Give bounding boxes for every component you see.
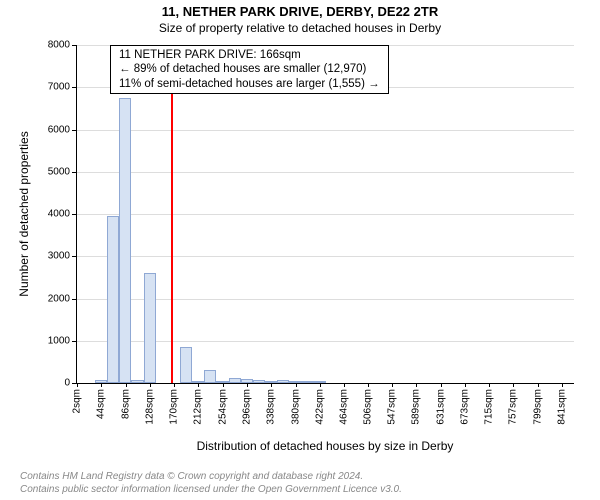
xtick-label: 547sqm: [387, 389, 398, 425]
xtick-label: 589sqm: [411, 389, 422, 425]
xtick-label: 422sqm: [314, 389, 325, 425]
gridline: [76, 130, 574, 131]
ytick-label: 4000: [48, 209, 76, 220]
histogram-bar: [119, 98, 131, 383]
ytick-label: 1000: [48, 335, 76, 346]
ytick-label: 7000: [48, 82, 76, 93]
xtick-label: 212sqm: [193, 389, 204, 425]
footer-line-2: Contains public sector information licen…: [20, 484, 402, 497]
x-axis-label: Distribution of detached houses by size …: [197, 439, 454, 453]
plot: 0100020003000400050006000700080002sqm44s…: [76, 45, 574, 383]
xtick-label: 631sqm: [435, 389, 446, 425]
property-marker-line: [171, 45, 173, 383]
gridline: [76, 172, 574, 173]
chart-subtitle: Size of property relative to detached ho…: [0, 20, 600, 35]
xtick-label: 715sqm: [484, 389, 495, 425]
xtick-label: 757sqm: [508, 389, 519, 425]
ytick-label: 6000: [48, 124, 76, 135]
chart-container: 11, NETHER PARK DRIVE, DERBY, DE22 2TR S…: [0, 0, 600, 500]
xtick-label: 338sqm: [266, 389, 277, 425]
y-axis-label: Number of detached properties: [17, 131, 31, 296]
xtick-label: 673sqm: [459, 389, 470, 425]
gridline: [76, 214, 574, 215]
infobox-line-1: 11 NETHER PARK DRIVE: 166sqm: [119, 48, 380, 62]
infobox-line-3: 11% of semi-detached houses are larger (…: [119, 77, 380, 91]
footer-attribution: Contains HM Land Registry data © Crown c…: [20, 471, 402, 496]
histogram-bar: [180, 347, 192, 383]
xtick-label: 44sqm: [96, 389, 107, 419]
footer-line-1: Contains HM Land Registry data © Crown c…: [20, 471, 402, 484]
xtick-label: 2sqm: [72, 389, 83, 413]
xtick-label: 254sqm: [217, 389, 228, 425]
chart-title: 11, NETHER PARK DRIVE, DERBY, DE22 2TR: [0, 0, 600, 20]
histogram-bar: [107, 216, 119, 383]
gridline: [76, 256, 574, 257]
info-box: 11 NETHER PARK DRIVE: 166sqm ← 89% of de…: [110, 45, 389, 94]
y-axis-label-text: Number of detached properties: [17, 131, 31, 296]
histogram-bar: [204, 370, 216, 383]
subtitle-text: Size of property relative to detached ho…: [159, 21, 441, 35]
xtick-label: 841sqm: [556, 389, 567, 425]
xtick-label: 506sqm: [363, 389, 374, 425]
xtick-label: 799sqm: [532, 389, 543, 425]
ytick-label: 5000: [48, 166, 76, 177]
xtick-label: 128sqm: [144, 389, 155, 425]
plot-area: 0100020003000400050006000700080002sqm44s…: [76, 45, 574, 383]
xtick-label: 170sqm: [169, 389, 180, 425]
ytick-label: 3000: [48, 251, 76, 262]
title-text: 11, NETHER PARK DRIVE, DERBY, DE22 2TR: [162, 4, 438, 19]
x-axis-line: [76, 383, 574, 384]
infobox-line-2: ← 89% of detached houses are smaller (12…: [119, 62, 380, 76]
histogram-bar: [144, 273, 156, 383]
xtick-label: 464sqm: [339, 389, 350, 425]
ytick-label: 2000: [48, 293, 76, 304]
y-axis-line: [76, 45, 77, 383]
xtick-label: 380sqm: [290, 389, 301, 425]
xtick-label: 86sqm: [120, 389, 131, 419]
ytick-label: 0: [64, 378, 76, 389]
x-axis-label-text: Distribution of detached houses by size …: [197, 439, 454, 453]
xtick-label: 296sqm: [242, 389, 253, 425]
ytick-label: 8000: [48, 40, 76, 51]
